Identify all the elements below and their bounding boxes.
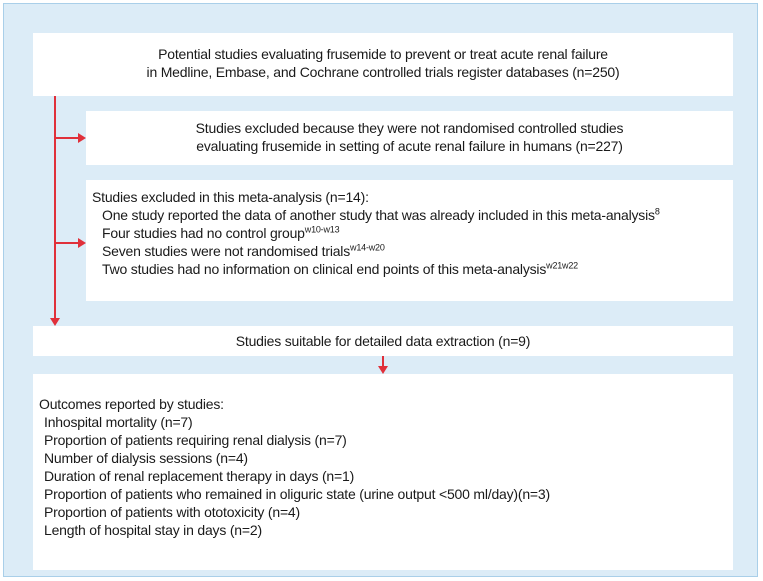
outcome-item: Proportion of patients who remained in o… bbox=[44, 486, 550, 502]
arrow-head bbox=[50, 318, 60, 326]
outcome-item: Length of hospital stay in days (n=2) bbox=[44, 522, 262, 538]
box-line: Potential studies evaluating frusemide t… bbox=[158, 46, 608, 62]
exclusion-item: Two studies had no information on clinic… bbox=[92, 260, 733, 278]
reference: w14-w20 bbox=[350, 242, 385, 253]
exclusion-item: Four studies had no control groupw10-w13 bbox=[92, 224, 733, 242]
excluded-box: Studies excluded because they were not r… bbox=[86, 111, 733, 165]
item-text: Four studies had no control group bbox=[102, 225, 305, 241]
item-text: Seven studies were not randomised trials bbox=[102, 243, 351, 259]
source-box: Potential studies evaluating frusemide t… bbox=[33, 33, 733, 96]
outcomes-box: Outcomes reported by studies: Inhospital… bbox=[33, 374, 733, 570]
box-line: Studies excluded because they were not r… bbox=[195, 120, 624, 136]
box-heading: Outcomes reported by studies: bbox=[39, 396, 224, 412]
exclusion-item: Seven studies were not randomised trials… bbox=[92, 242, 733, 260]
outcome-item: Duration of renal replacement therapy in… bbox=[44, 468, 355, 484]
arrow-head bbox=[78, 133, 86, 143]
box-line: in Medline, Embase, and Cochrane control… bbox=[146, 64, 620, 80]
item-text: Two studies had no information on clinic… bbox=[102, 261, 547, 277]
box-heading: Studies excluded in this meta-analysis (… bbox=[92, 189, 369, 205]
reference: w10-w13 bbox=[304, 224, 340, 235]
arrow-head bbox=[78, 238, 86, 248]
box-line: Studies suitable for detailed data extra… bbox=[235, 333, 531, 349]
outcome-item: Proportion of patients with ototoxicity … bbox=[44, 504, 300, 520]
reference: 8 bbox=[654, 206, 660, 217]
arrow-heads bbox=[50, 133, 388, 374]
excluded-meta-box: Studies excluded in this meta-analysis (… bbox=[86, 180, 733, 301]
arrow-lines bbox=[54, 96, 384, 368]
outcome-item: Inhospital mortality (n=7) bbox=[44, 414, 193, 430]
item-text: One study reported the data of another s… bbox=[102, 207, 655, 223]
suitable-box: Studies suitable for detailed data extra… bbox=[33, 326, 733, 356]
outcome-item: Proportion of patients requiring renal d… bbox=[44, 432, 347, 448]
outcome-item: Number of dialysis sessions (n=4) bbox=[44, 450, 248, 466]
reference: w21w22 bbox=[546, 260, 578, 271]
box-line: evaluating frusemide in setting of acute… bbox=[196, 138, 623, 154]
arrow-head bbox=[378, 366, 388, 374]
exclusion-item: One study reported the data of another s… bbox=[92, 206, 733, 224]
